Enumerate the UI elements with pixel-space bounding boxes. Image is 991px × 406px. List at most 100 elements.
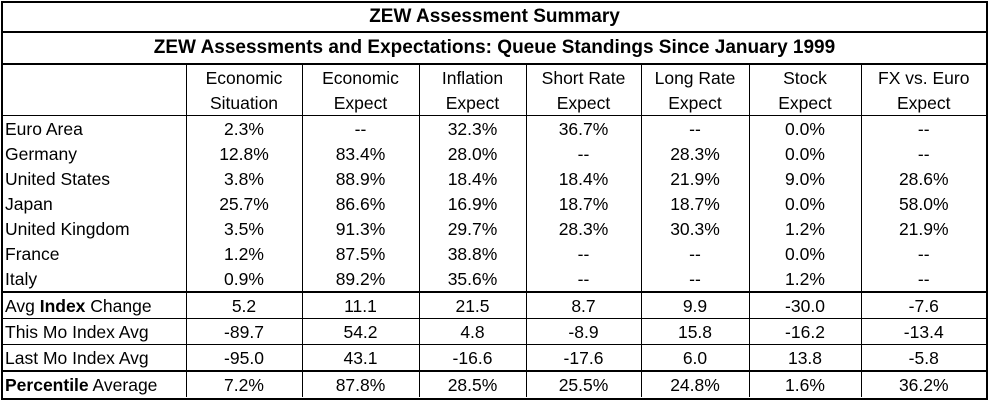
table-cell: 7.2%: [185, 370, 302, 397]
table-cell: 30.3%: [640, 216, 749, 241]
table-cell: 24.8%: [640, 370, 749, 397]
table-cell: 91.3%: [301, 216, 419, 241]
column-header: Expect: [525, 90, 641, 116]
table-cell: 16.9%: [418, 191, 526, 216]
table-cell: --: [525, 241, 641, 266]
country-rows: Euro Area 2.3% -- 32.3% 36.7% -- 0.0% -- Germany…: [3, 115, 986, 292]
table-row: France 1.2% 87.5% 38.8% -- -- 0.0% --: [3, 241, 986, 266]
table-cell: --: [860, 241, 986, 266]
table-row: Italy 0.9% 89.2% 35.6% -- -- 1.2% --: [3, 266, 986, 292]
table-cell: 2.3%: [185, 115, 302, 141]
table-cell: 38.8%: [418, 241, 526, 266]
table-cell: 4.8: [418, 318, 526, 345]
column-header: Expect: [301, 90, 419, 116]
table-row: Japan 25.7% 86.6% 16.9% 18.7% 18.7% 0.0% 58.0%: [3, 191, 986, 216]
column-header: Situation: [185, 90, 302, 116]
table-cell: -8.9: [525, 318, 641, 345]
table-cell: -30.0: [748, 291, 861, 319]
summary-row-last-mo: Last Mo Index Avg -95.0 43.1 -16.6 -17.6…: [3, 344, 986, 371]
assessment-table: Economic Economic Inflation Short Rate L…: [3, 65, 986, 397]
table-cell: 1.2%: [185, 241, 302, 266]
row-label: United Kingdom: [5, 218, 130, 239]
table-cell: 25.5%: [525, 370, 641, 397]
table-row: Germany 12.8% 83.4% 28.0% -- 28.3% 0.0% --: [3, 141, 986, 166]
table-cell: -17.6: [525, 344, 641, 371]
table-cell: 36.7%: [525, 115, 641, 141]
table-cell: 15.8: [640, 318, 749, 345]
table-cell: 54.2: [301, 318, 419, 345]
column-header: Inflation: [418, 65, 526, 90]
table-cell: 13.8: [748, 344, 861, 371]
table-cell: -89.7: [185, 318, 302, 345]
header-corner: [3, 65, 186, 90]
row-label: Avg Index Change: [3, 291, 186, 319]
table-cell: 25.7%: [185, 191, 302, 216]
table-cell: 0.0%: [748, 141, 861, 166]
table-cell: -16.2: [748, 318, 861, 345]
table-cell: 1.2%: [748, 216, 861, 241]
table-cell: 12.8%: [185, 141, 302, 166]
table-cell: 18.7%: [525, 191, 641, 216]
table-cell: 0.0%: [748, 191, 861, 216]
table-cell: 11.1: [301, 291, 419, 319]
column-header: Expect: [860, 90, 986, 116]
table-subtitle: ZEW Assessments and Expectations: Queue …: [1, 33, 988, 65]
table-cell: -7.6: [860, 291, 986, 319]
row-label: United States: [5, 168, 111, 189]
table-cell: 21.9%: [860, 216, 986, 241]
table-cell: 9.0%: [748, 166, 861, 191]
table-cell: -5.8: [860, 344, 986, 371]
table-title: ZEW Assessment Summary: [1, 1, 988, 33]
column-header: Economic: [185, 65, 302, 90]
column-header: Expect: [640, 90, 749, 116]
column-header: Expect: [748, 90, 861, 116]
table-cell: --: [301, 115, 419, 141]
table-cell: --: [640, 241, 749, 266]
column-header: Long Rate: [640, 65, 749, 90]
column-header: Expect: [418, 90, 526, 116]
table-row: United States 3.8% 88.9% 18.4% 18.4% 21.9% 9.0…: [3, 166, 986, 191]
table-cell: --: [860, 115, 986, 141]
table-cell: 18.4%: [525, 166, 641, 191]
table-cell: 87.5%: [301, 241, 419, 266]
table-cell: 3.8%: [185, 166, 302, 191]
header-row-2: Situation Expect Expect Expect Expect Ex…: [3, 90, 986, 116]
header-corner: [3, 90, 186, 116]
summary-rows: Avg Index Change 5.2 11.1 21.5 8.7 9.9 -…: [3, 291, 986, 397]
table-cell: 86.6%: [301, 191, 419, 216]
row-label: Percentile Average: [3, 370, 186, 397]
table-cell: 89.2%: [301, 266, 419, 292]
table-cell: 28.3%: [640, 141, 749, 166]
table-cell: 58.0%: [860, 191, 986, 216]
column-header: Stock: [748, 65, 861, 90]
row-label: This Mo Index Avg: [3, 318, 186, 345]
row-label: France: [5, 243, 60, 264]
column-header: Economic: [301, 65, 419, 90]
table-cell: 28.3%: [525, 216, 641, 241]
table-cell: 0.9%: [185, 266, 302, 292]
column-header: FX vs. Euro: [860, 65, 986, 90]
summary-row-avg-change: Avg Index Change 5.2 11.1 21.5 8.7 9.9 -…: [3, 291, 986, 319]
table-cell: 88.9%: [301, 166, 419, 191]
table-cell: --: [640, 266, 749, 292]
table-cell: 18.4%: [418, 166, 526, 191]
table-cell: 5.2: [185, 291, 302, 319]
row-label: Euro Area: [5, 118, 83, 139]
table-cell: 32.3%: [418, 115, 526, 141]
table-cell: 6.0: [640, 344, 749, 371]
table-cell: --: [640, 115, 749, 141]
table-cell: 9.9: [640, 291, 749, 319]
column-header: Short Rate: [525, 65, 641, 90]
table-cell: 36.2%: [860, 370, 986, 397]
table-cell: -95.0: [185, 344, 302, 371]
table-cell: 21.9%: [640, 166, 749, 191]
table-cell: -13.4: [860, 318, 986, 345]
table-cell: 18.7%: [640, 191, 749, 216]
table-cell: --: [525, 266, 641, 292]
table-cell: --: [860, 266, 986, 292]
table-cell: -16.6: [418, 344, 526, 371]
row-label: Japan: [5, 193, 53, 214]
table-cell: 28.6%: [860, 166, 986, 191]
table-cell: 1.6%: [748, 370, 861, 397]
table-cell: 43.1: [301, 344, 419, 371]
